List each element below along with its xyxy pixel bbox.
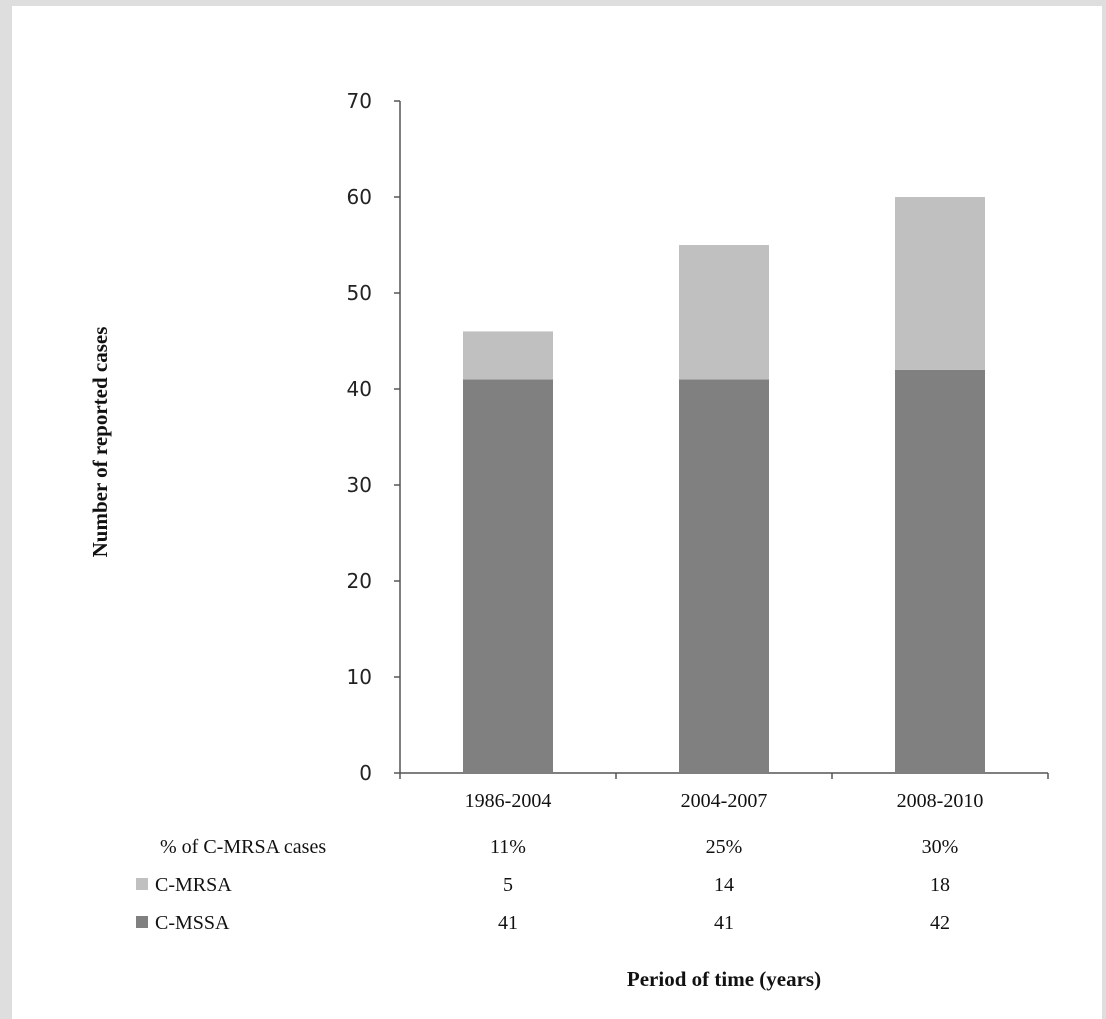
table-cell: 41 [498, 912, 518, 934]
y-tick-label: 20 [347, 569, 372, 593]
bar-c-mssa-1986-2004 [463, 379, 553, 773]
table-cell: 11% [490, 836, 526, 858]
table-row-label: C-MRSA [155, 874, 232, 896]
chart-canvas: 0 10 20 30 40 50 60 70 1986-2004 2004-2007 2008-2… [12, 6, 1102, 1019]
bar-c-mrsa-2008-2010 [895, 197, 985, 370]
data-table: % of C-MRSA cases 11% 25% 30% C-MRSA 5 14 18 C-M… [136, 836, 958, 934]
legend-swatch-c-mssa [136, 916, 148, 928]
y-tick-label: 40 [347, 377, 372, 401]
y-tick-label: 10 [347, 665, 372, 689]
table-cell: 14 [714, 874, 734, 896]
y-tick-label: 70 [347, 89, 372, 113]
y-axis-label: Number of reported cases [88, 327, 112, 558]
y-tick-label: 50 [347, 281, 372, 305]
x-category-label: 1986-2004 [465, 790, 552, 812]
bar-c-mssa-2008-2010 [895, 369, 985, 773]
x-category-label: 2008-2010 [897, 790, 984, 812]
table-cell: 30% [922, 836, 959, 858]
table-row-label: C-MSSA [155, 912, 230, 934]
bars [463, 197, 985, 773]
labels: 1986-2004 2004-2007 2008-2010 Number of rep… [88, 327, 983, 991]
x-category-label: 2004-2007 [681, 790, 768, 812]
table-cell: 18 [930, 874, 950, 896]
y-tick-label: 30 [347, 473, 372, 497]
bar-c-mssa-2004-2007 [679, 379, 769, 773]
bar-c-mrsa-2004-2007 [679, 245, 769, 380]
table-cell: 41 [714, 912, 734, 934]
bar-c-mrsa-1986-2004 [463, 331, 553, 380]
y-tick-label: 60 [347, 185, 372, 209]
table-cell: 5 [503, 874, 513, 896]
legend-swatch-c-mrsa [136, 878, 148, 890]
x-axis-title: Period of time (years) [627, 967, 821, 991]
table-cell: 25% [706, 836, 743, 858]
stacked-bar-chart: 0 10 20 30 40 50 60 70 1986-2004 2004-2007 2008-2… [88, 89, 1049, 991]
y-tick-label: 0 [359, 761, 372, 785]
table-row-label: % of C-MRSA cases [160, 836, 326, 858]
table-cell: 42 [930, 912, 950, 934]
